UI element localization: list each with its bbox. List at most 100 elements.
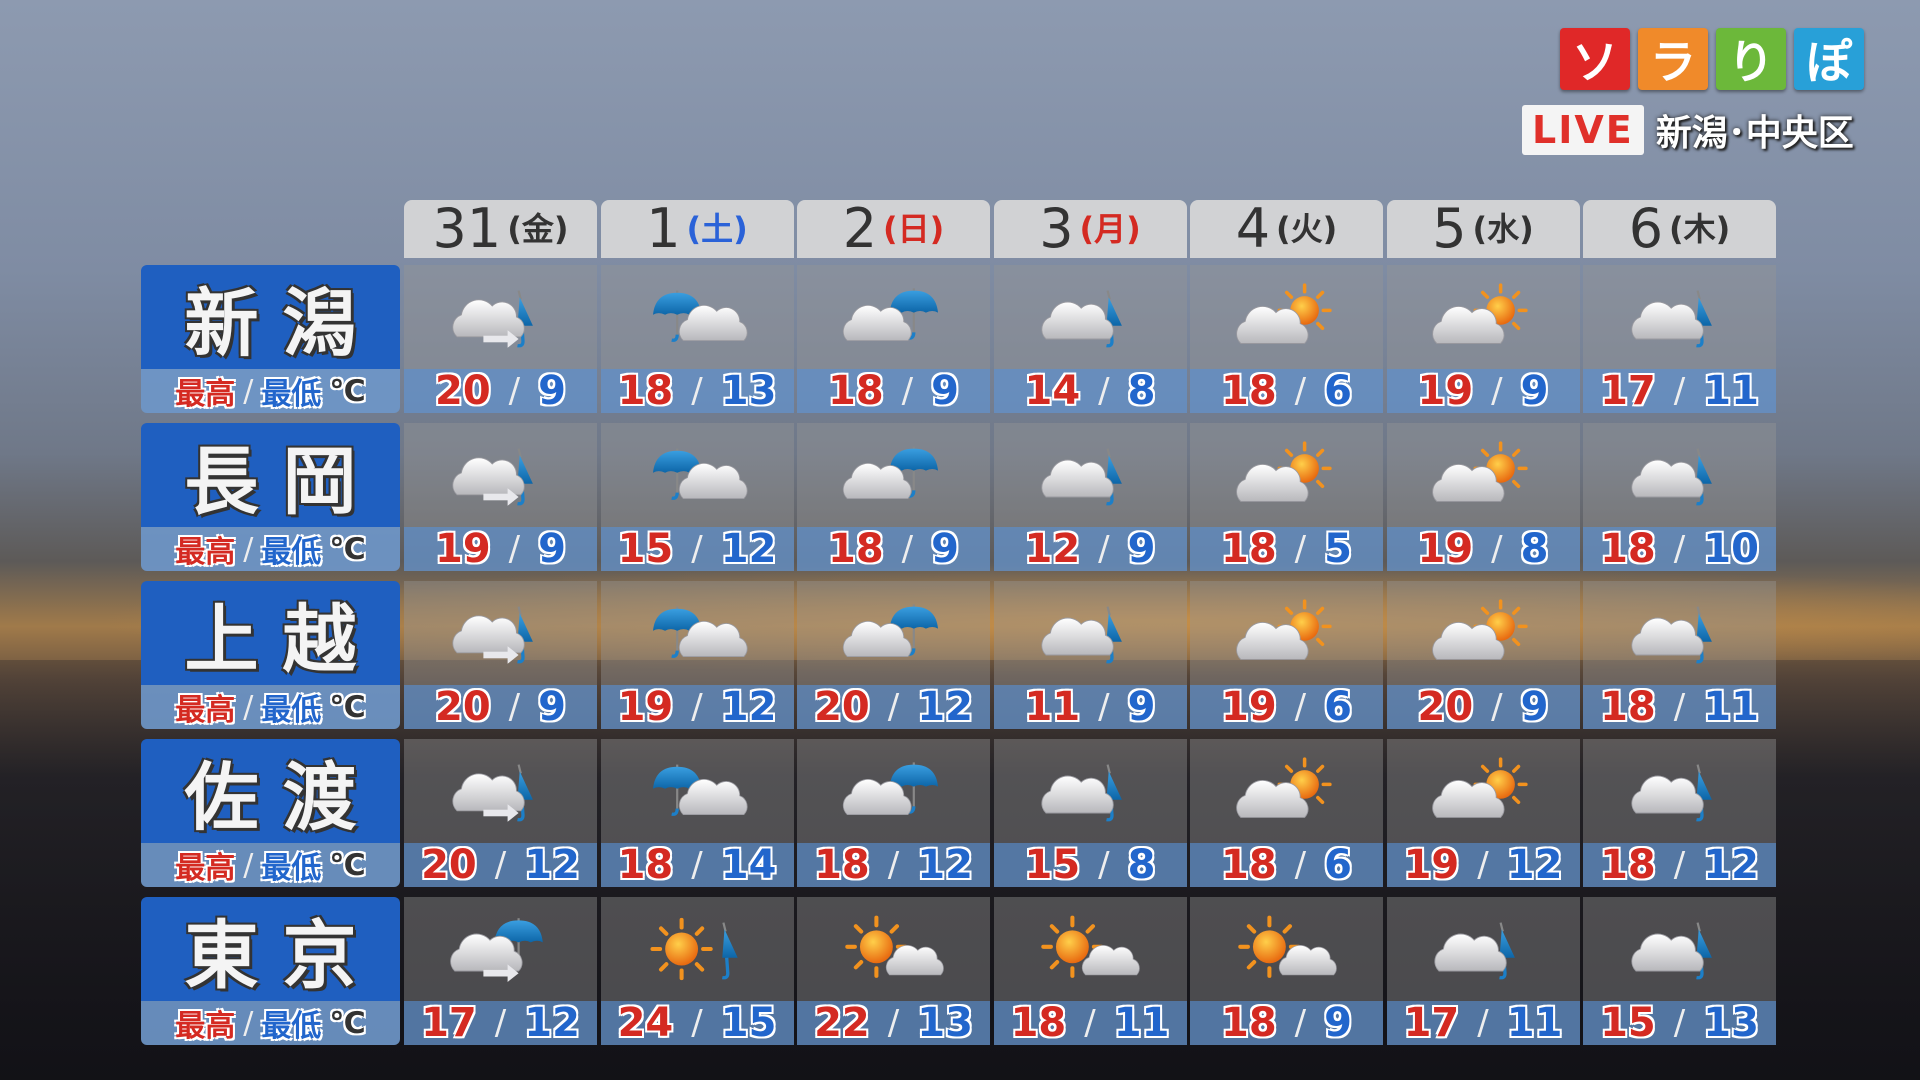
umbrella-open-icon [889,446,938,498]
temperature-row: 18 / 11 [993,1000,1187,1046]
cloud-icon [1235,622,1308,660]
logo-char: ぽ [1794,28,1864,90]
weather-cloud-later-rain-icon [451,606,533,664]
temperature-row: 18 / 12 [1583,842,1776,888]
cloud-icon [1432,780,1505,818]
cloud-icon [1041,301,1114,340]
umbrella-closed-icon [1106,290,1122,348]
high-temp: 18 [617,842,674,888]
forecast-cell: 18 / 6 [1190,739,1383,888]
umbrella-closed-icon [1695,290,1712,348]
weather-icon-area [993,739,1187,843]
weather-icon-area [1583,581,1776,685]
cloud-icon [1432,306,1505,344]
city-name: 新潟 [141,265,400,369]
forecast-cell: 18 / 6 [1190,265,1383,414]
weather-cloud-partly-rain-icon [1041,606,1122,664]
forecast-cell: 14 / 8 [993,265,1187,414]
weather-icon-area [600,739,794,843]
day-header: 1 (土) [600,200,794,258]
umbrella-open-icon [653,290,702,342]
temperature-row: 18 / 10 [1583,526,1776,572]
low-temp: 12 [917,842,973,888]
separator: / [1477,1003,1489,1043]
umbrella-closed-icon [1106,606,1122,664]
low-temp: 8 [1127,368,1156,414]
cloud-icon [885,945,944,976]
low-temp: 14 [720,842,777,888]
day-header: 4 (火) [1190,200,1383,258]
city-name: 佐渡 [141,739,400,843]
high-temp: 20 [421,842,477,888]
day-header: 5 (水) [1386,200,1580,258]
weather-icon-area [404,423,597,527]
weather-icon-area [1386,423,1580,527]
cloud-icon [1630,459,1704,498]
umbrella-open-icon [653,448,702,500]
high-temp: 18 [1010,1000,1067,1046]
logo-char: ソ [1560,28,1630,90]
weather-icon-area [993,265,1187,369]
weather-cloud-occasional-sun-icon [1432,599,1528,660]
high-temp: 19 [1403,842,1460,888]
weather-icon-area [993,423,1187,527]
temperature-row: 22 / 13 [797,1000,990,1046]
low-temp: 5 [1324,526,1352,572]
weather-sun-occasional-cloud-icon [844,915,944,978]
temperature-row: 18 / 6 [1190,368,1383,414]
high-temp: 12 [1024,526,1081,572]
separator: / [243,847,254,883]
low-temp: 12 [720,526,777,572]
temperature-row: 18 / 9 [797,526,990,572]
cloud-icon [678,779,748,815]
day-weekday: (木) [1669,210,1731,248]
weather-sun-occasional-cloud-icon [1041,915,1140,978]
weather-rain-occasional-cloud-icon [653,448,748,500]
low-temp: 9 [538,684,566,730]
umbrella-closed-icon [721,922,738,980]
low-label: 最低 [261,535,322,570]
separator: / [901,529,914,569]
forecast-cell: 19 / 12 [600,581,794,730]
weather-icon-area [404,265,597,369]
weather-rain-occasional-cloud-icon [653,290,748,342]
cloud-icon [1630,301,1704,340]
temperature-row: 19 / 9 [404,526,597,572]
weather-icon-area [1583,897,1776,1001]
low-temp: 12 [917,684,973,730]
separator: / [243,373,254,409]
forecast-cell: 20 / 12 [404,739,597,888]
separator: / [508,371,521,411]
high-temp: 14 [1024,368,1081,414]
unit-label: ℃ [329,531,366,567]
city-label: 長岡 最高 / 最低 ℃ [141,423,400,571]
cloud-icon [1432,622,1505,660]
arrow-right-icon [482,804,519,822]
cloud-icon [1432,464,1505,502]
weather-icon-area [1190,423,1383,527]
weather-cloud-partly-rain-icon [1041,448,1122,506]
low-temp: 12 [720,684,777,730]
high-temp: 18 [828,368,884,414]
forecast-cell: 19 / 9 [404,423,597,572]
weather-cloud-occasional-sun-icon [1432,757,1528,818]
high-temp: 18 [1600,842,1656,888]
weather-cloud-occasional-sun-icon [1235,599,1332,660]
low-temp: 11 [1703,368,1759,414]
cloud-icon [1235,306,1308,344]
weather-cloud-occasional-rain-icon [842,604,938,657]
temperature-row: 20 / 9 [404,684,597,730]
weather-icon-area [1386,897,1580,1001]
cloud-icon [451,457,525,496]
weather-cloud-partly-rain-icon [1041,764,1122,822]
weather-icon-area [1386,265,1580,369]
weather-icon-area [993,581,1187,685]
forecast-cell: 18 / 10 [1583,423,1776,572]
program-logo: ソ ラ り ぽ [1560,28,1864,90]
temperature-row: 12 / 9 [993,526,1187,572]
temp-legend: 最高 / 最低 ℃ [141,685,400,729]
separator: / [508,529,521,569]
low-temp: 9 [931,368,959,414]
temperature-row: 18 / 5 [1190,526,1383,572]
low-label: 最低 [261,851,322,886]
